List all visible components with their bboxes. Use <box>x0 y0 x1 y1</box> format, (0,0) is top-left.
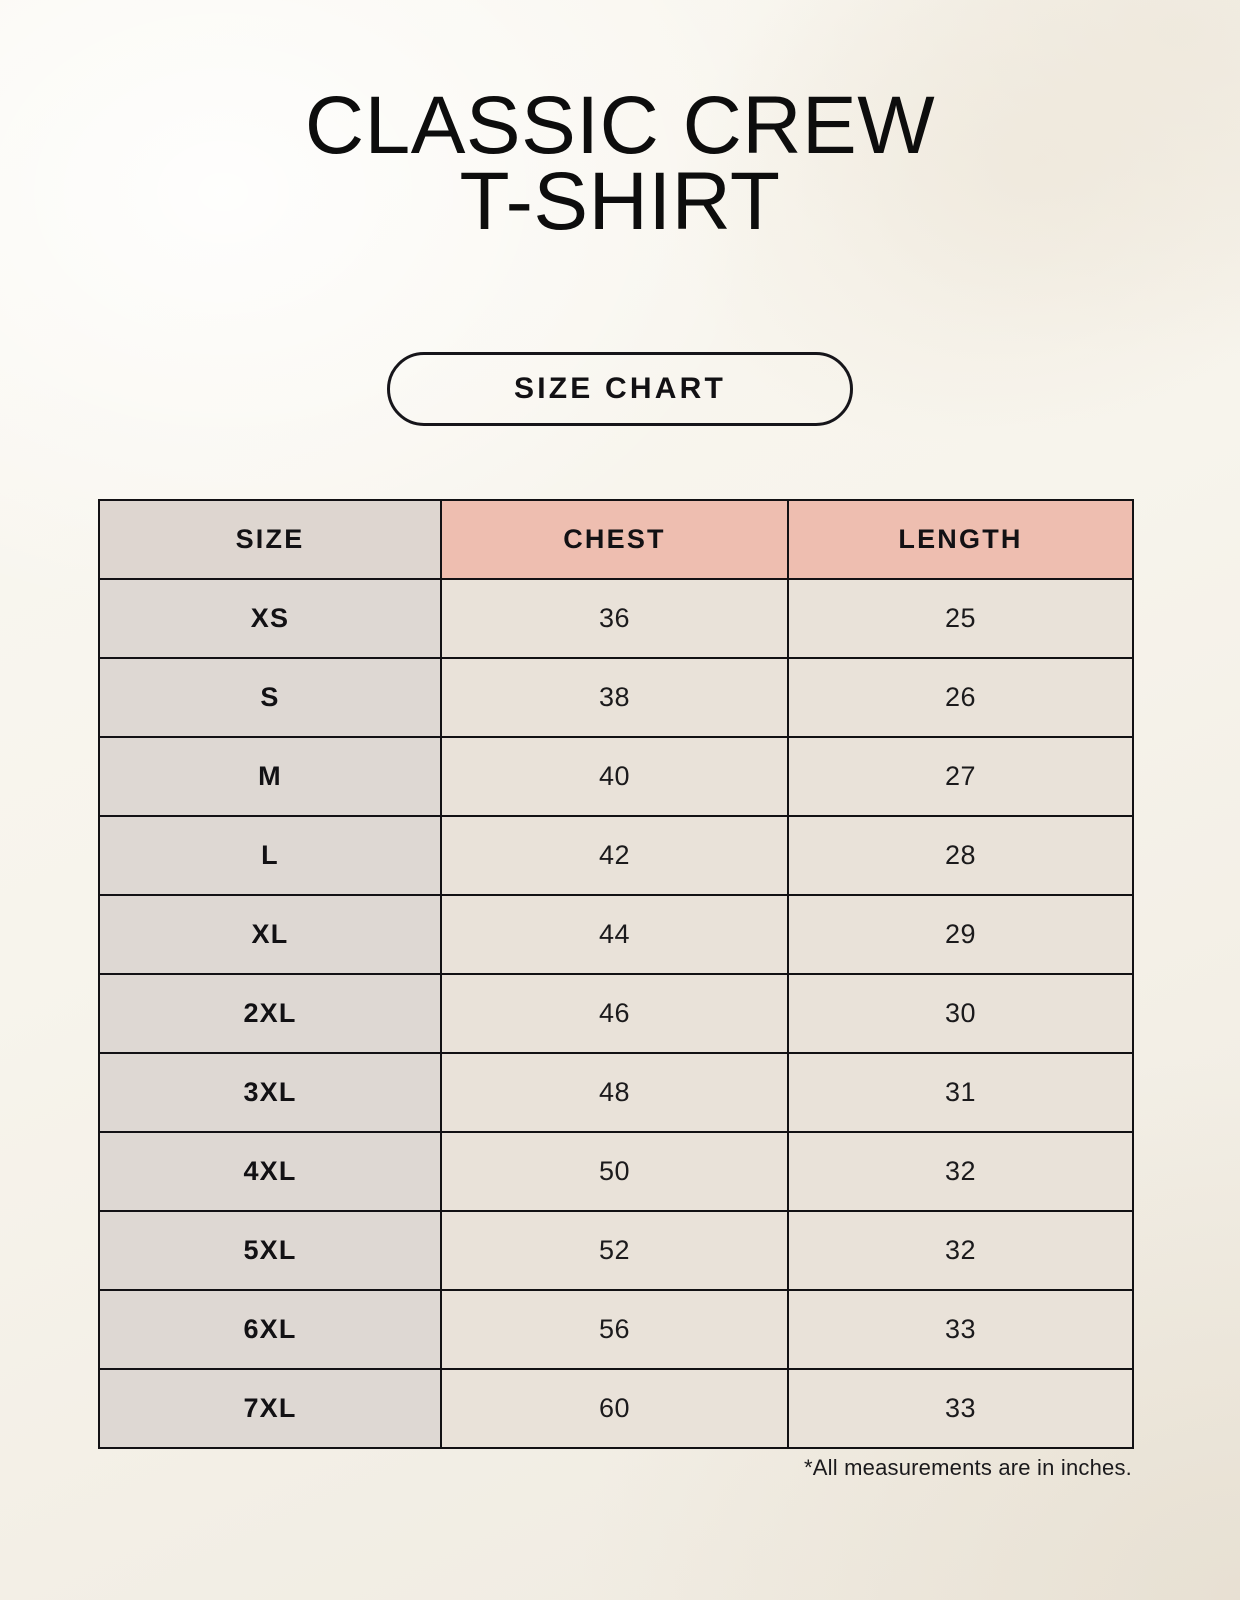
cell-length: 27 <box>788 737 1133 817</box>
table-row: 7XL 60 33 <box>99 1369 1133 1448</box>
cell-length: 26 <box>788 658 1133 738</box>
size-table-header: SIZE CHEST LENGTH <box>99 500 1133 580</box>
cell-size: 4XL <box>99 1132 442 1212</box>
cell-chest: 56 <box>441 1290 789 1370</box>
table-row: 6XL 56 33 <box>99 1290 1133 1370</box>
cell-length: 28 <box>788 816 1133 896</box>
table-row: 3XL 48 31 <box>99 1053 1133 1133</box>
cell-size: 5XL <box>99 1211 442 1291</box>
cell-size: XL <box>99 895 442 975</box>
table-row: XL 44 29 <box>99 895 1133 975</box>
cell-length: 33 <box>788 1369 1133 1448</box>
table-row: XS 36 25 <box>99 579 1133 659</box>
table-row: 2XL 46 30 <box>99 974 1133 1054</box>
size-table: SIZE CHEST LENGTH XS 36 25 S 38 26 M <box>98 499 1134 1449</box>
cell-size: L <box>99 816 442 896</box>
cell-chest: 46 <box>441 974 789 1054</box>
page-title: CLASSIC CREW T-SHIRT <box>304 80 936 247</box>
table-row: 5XL 52 32 <box>99 1211 1133 1291</box>
cell-chest: 50 <box>441 1132 789 1212</box>
table-row: M 40 27 <box>99 737 1133 817</box>
cell-length: 32 <box>788 1211 1133 1291</box>
cell-chest: 52 <box>441 1211 789 1291</box>
cell-length: 31 <box>788 1053 1133 1133</box>
cell-size: M <box>99 737 442 817</box>
cell-chest: 48 <box>441 1053 789 1133</box>
cell-chest: 44 <box>441 895 789 975</box>
cell-chest: 38 <box>441 658 789 738</box>
badge-container: SIZE CHART <box>0 352 1240 426</box>
column-header-size: SIZE <box>99 500 442 580</box>
table-header-row: SIZE CHEST LENGTH <box>99 500 1133 580</box>
cell-chest: 36 <box>441 579 789 659</box>
cell-size: 3XL <box>99 1053 442 1133</box>
cell-length: 33 <box>788 1290 1133 1370</box>
cell-length: 32 <box>788 1132 1133 1212</box>
cell-size: XS <box>99 579 442 659</box>
cell-size: 7XL <box>99 1369 442 1448</box>
cell-size: 6XL <box>99 1290 442 1370</box>
cell-chest: 42 <box>441 816 789 896</box>
size-table-body: XS 36 25 S 38 26 M 40 27 L 42 28 <box>99 579 1133 1448</box>
cell-size: 2XL <box>99 974 442 1054</box>
cell-chest: 60 <box>441 1369 789 1448</box>
size-table-container: SIZE CHEST LENGTH XS 36 25 S 38 26 M <box>98 499 1134 1449</box>
size-chart-badge: SIZE CHART <box>387 352 853 426</box>
size-chart-badge-label: SIZE CHART <box>514 372 726 405</box>
column-header-length: LENGTH <box>788 500 1133 580</box>
table-row: L 42 28 <box>99 816 1133 896</box>
table-row: S 38 26 <box>99 658 1133 738</box>
cell-size: S <box>99 658 442 738</box>
table-row: 4XL 50 32 <box>99 1132 1133 1212</box>
cell-length: 30 <box>788 974 1133 1054</box>
cell-length: 25 <box>788 579 1133 659</box>
measurement-units-footnote: *All measurements are in inches. <box>804 1455 1132 1480</box>
column-header-chest: CHEST <box>441 500 789 580</box>
cell-length: 29 <box>788 895 1133 975</box>
cell-chest: 40 <box>441 737 789 817</box>
